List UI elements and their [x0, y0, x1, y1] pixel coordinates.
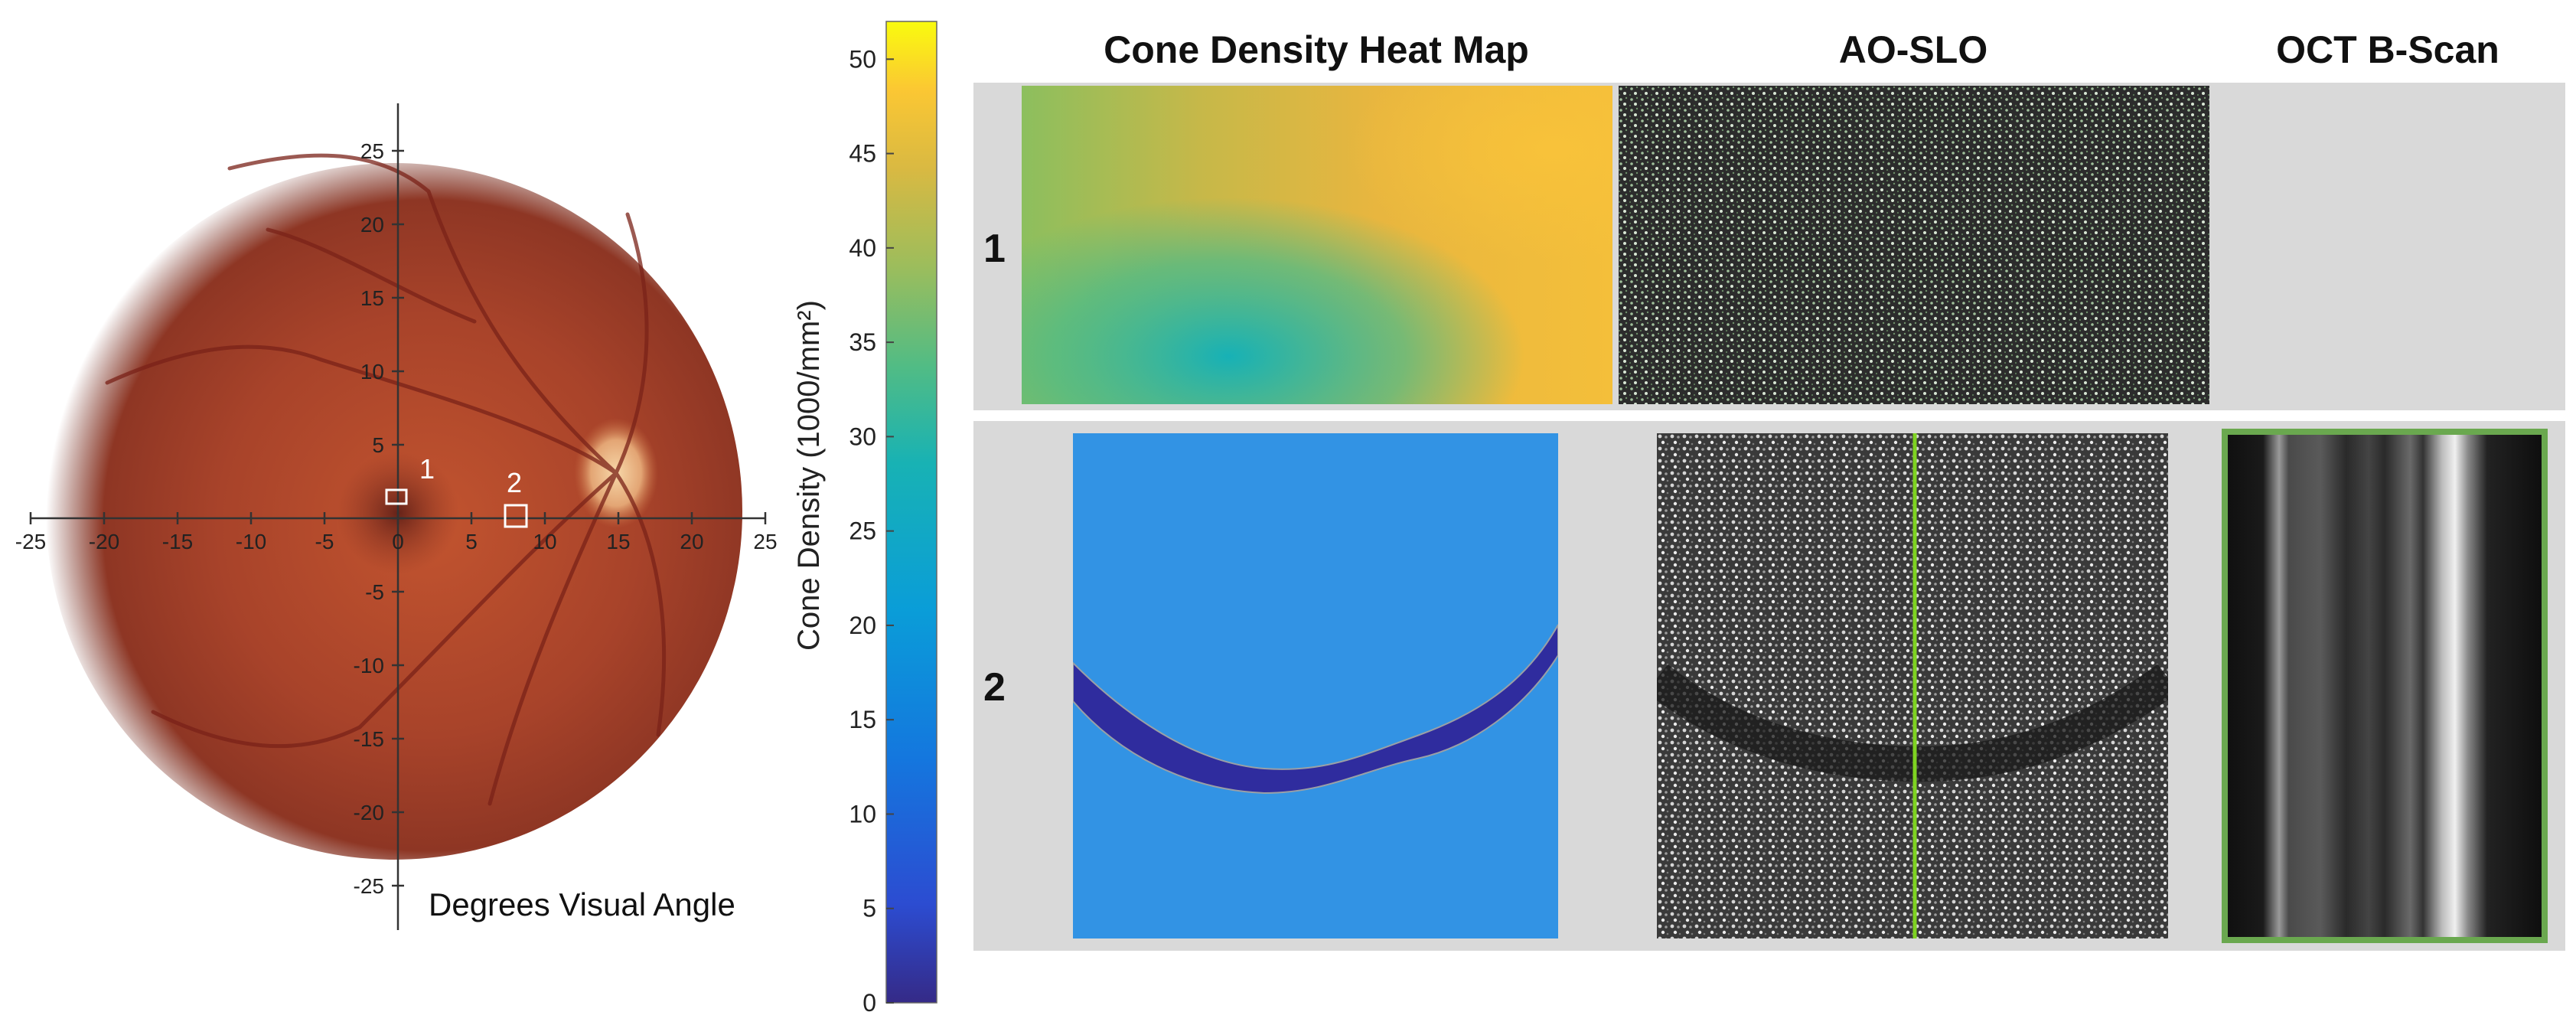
y-axis-tick-label: 5	[372, 433, 384, 457]
x-axis-tick-label: -5	[315, 530, 334, 553]
colorbar: 0 5 10 15 20 25 30 35 40 45 50 Cone Density (1000/…	[792, 21, 937, 1017]
x-axis-tick-label: -15	[162, 530, 193, 553]
region-1-box	[385, 488, 408, 505]
colorbar-tick-label: 45	[849, 140, 876, 168]
y-axis-tick-label: -10	[354, 654, 384, 677]
colorbar-tick-label: 35	[849, 328, 876, 356]
x-axis-tick-label: 0	[392, 530, 404, 553]
x-axis-tick-label: 25	[753, 530, 777, 553]
y-axis-tick-label: 15	[360, 286, 384, 310]
colorbar-tick-label: 20	[849, 612, 876, 639]
row-2-heat-map	[1073, 433, 1558, 938]
y-axis-tick-label: -25	[354, 874, 384, 898]
region-2-label: 2	[507, 467, 522, 498]
x-axis-tick-label: -10	[236, 530, 266, 553]
colorbar-tick-label: 25	[849, 517, 876, 545]
x-axis-tick-label: 10	[533, 530, 556, 553]
fundus-figure: -25 -25 -20 -20 -15 -15 -10 -10 -5 -5 0 5 5 10 10 15 15 2…	[15, 103, 778, 930]
colorbar-gradient	[885, 21, 937, 1004]
y-axis-tick-label: 10	[360, 360, 384, 384]
retinal-vessels	[105, 153, 667, 806]
row-2-oct-b-scan	[2222, 429, 2548, 943]
colorbar-tick-label: 0	[862, 989, 876, 1017]
row-1-heat-map	[1022, 86, 1612, 404]
y-axis-tick-label: 20	[360, 213, 384, 237]
region-2-box	[504, 504, 528, 528]
row-1-ao-slo-image	[1619, 86, 2209, 404]
colorbar-tick-label: 15	[849, 706, 876, 733]
column-title-ao-slo: AO-SLO	[1838, 28, 1988, 71]
colorbar-title: Cone Density (1000/mm²)	[792, 300, 826, 651]
x-axis-tick-label: 20	[680, 530, 703, 553]
column-title-oct: OCT B-Scan	[2276, 28, 2499, 71]
colorbar-tick-label: 40	[849, 234, 876, 262]
y-axis-tick-label: -5	[365, 580, 384, 604]
x-axis-tick-label: 15	[606, 530, 630, 553]
x-axis-tick-label: -25	[15, 530, 46, 553]
row-2-label: 2	[983, 665, 1006, 710]
colorbar-tick-label: 10	[849, 800, 876, 828]
row-2-ao-slo-image	[1657, 433, 2168, 938]
column-title-heat-map: Cone Density Heat Map	[1104, 28, 1529, 71]
y-axis-tick-label: -15	[354, 727, 384, 751]
low-density-band	[1073, 624, 1558, 795]
colorbar-tick-label: 50	[849, 45, 876, 73]
colorbar-tick-label: 5	[862, 895, 876, 922]
region-1-label: 1	[419, 453, 435, 485]
vessel-shadow	[1657, 664, 2168, 782]
y-axis-tick-label: -20	[354, 801, 384, 824]
x-axis-tick-label: -20	[89, 530, 119, 553]
x-axis-tick-label: 5	[465, 530, 478, 553]
row-1-label: 1	[983, 227, 1006, 271]
fundus-axis-title: Degrees Visual Angle	[429, 886, 735, 922]
colorbar-tick-label: 30	[849, 423, 876, 450]
y-axis-tick-label: 25	[360, 139, 384, 163]
